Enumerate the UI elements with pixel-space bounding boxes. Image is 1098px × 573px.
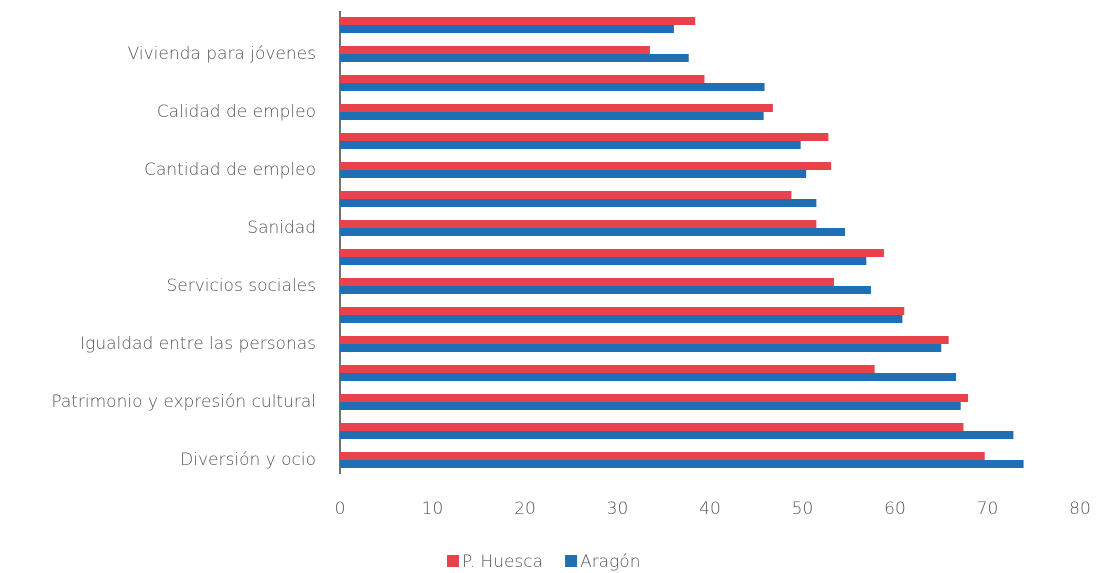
y-tick-label: Sanidad	[247, 218, 316, 238]
bar	[340, 394, 969, 402]
bar	[340, 104, 773, 112]
bar	[340, 199, 817, 207]
bar	[340, 257, 867, 265]
bar	[340, 249, 884, 257]
y-tick-label: Igualdad entre las personas	[80, 334, 316, 354]
x-tick-label: 50	[792, 499, 814, 519]
x-tick-label: 80	[1069, 499, 1091, 519]
bar	[340, 336, 949, 344]
bar	[340, 170, 807, 178]
bar	[340, 423, 964, 431]
x-tick-label: 30	[607, 499, 629, 519]
x-tick-label: 70	[977, 499, 999, 519]
bar	[340, 344, 942, 352]
bar	[340, 278, 834, 286]
y-tick-label: Diversión y ocio	[180, 450, 316, 470]
legend-label: P. Huesca	[462, 552, 543, 572]
bar	[340, 307, 905, 315]
y-tick-label: Calidad de empleo	[157, 102, 316, 122]
x-tick-label: 60	[884, 499, 906, 519]
bar	[340, 46, 650, 54]
legend-swatch	[565, 555, 578, 567]
x-tick-label: 20	[514, 499, 536, 519]
y-tick-label: Servicios sociales	[166, 276, 316, 296]
bar	[340, 315, 903, 323]
bar	[340, 112, 764, 120]
bar	[340, 162, 832, 170]
bar	[340, 25, 674, 33]
bar	[340, 220, 817, 228]
bar	[340, 83, 765, 91]
bar	[340, 228, 846, 236]
legend-label: Aragón	[580, 552, 640, 572]
y-tick-label: Cantidad de empleo	[144, 160, 316, 180]
bar	[340, 141, 801, 149]
y-tick-label: Vivienda para jóvenes	[128, 44, 316, 64]
bar	[340, 191, 792, 199]
legend-swatch	[447, 555, 459, 567]
bar	[340, 452, 985, 460]
bar	[340, 460, 1024, 468]
bar	[340, 286, 871, 294]
bar	[340, 75, 705, 83]
bar	[340, 431, 1014, 439]
x-tick-label: 40	[699, 499, 721, 519]
bar	[340, 54, 689, 62]
bar	[340, 365, 875, 373]
bar	[340, 373, 957, 381]
x-tick-label: 0	[335, 499, 346, 519]
y-tick-label: Patrimonio y expresión cultural	[51, 392, 316, 412]
x-tick-label: 10	[422, 499, 444, 519]
bar	[340, 133, 829, 141]
bar	[340, 402, 961, 410]
bar	[340, 17, 696, 25]
